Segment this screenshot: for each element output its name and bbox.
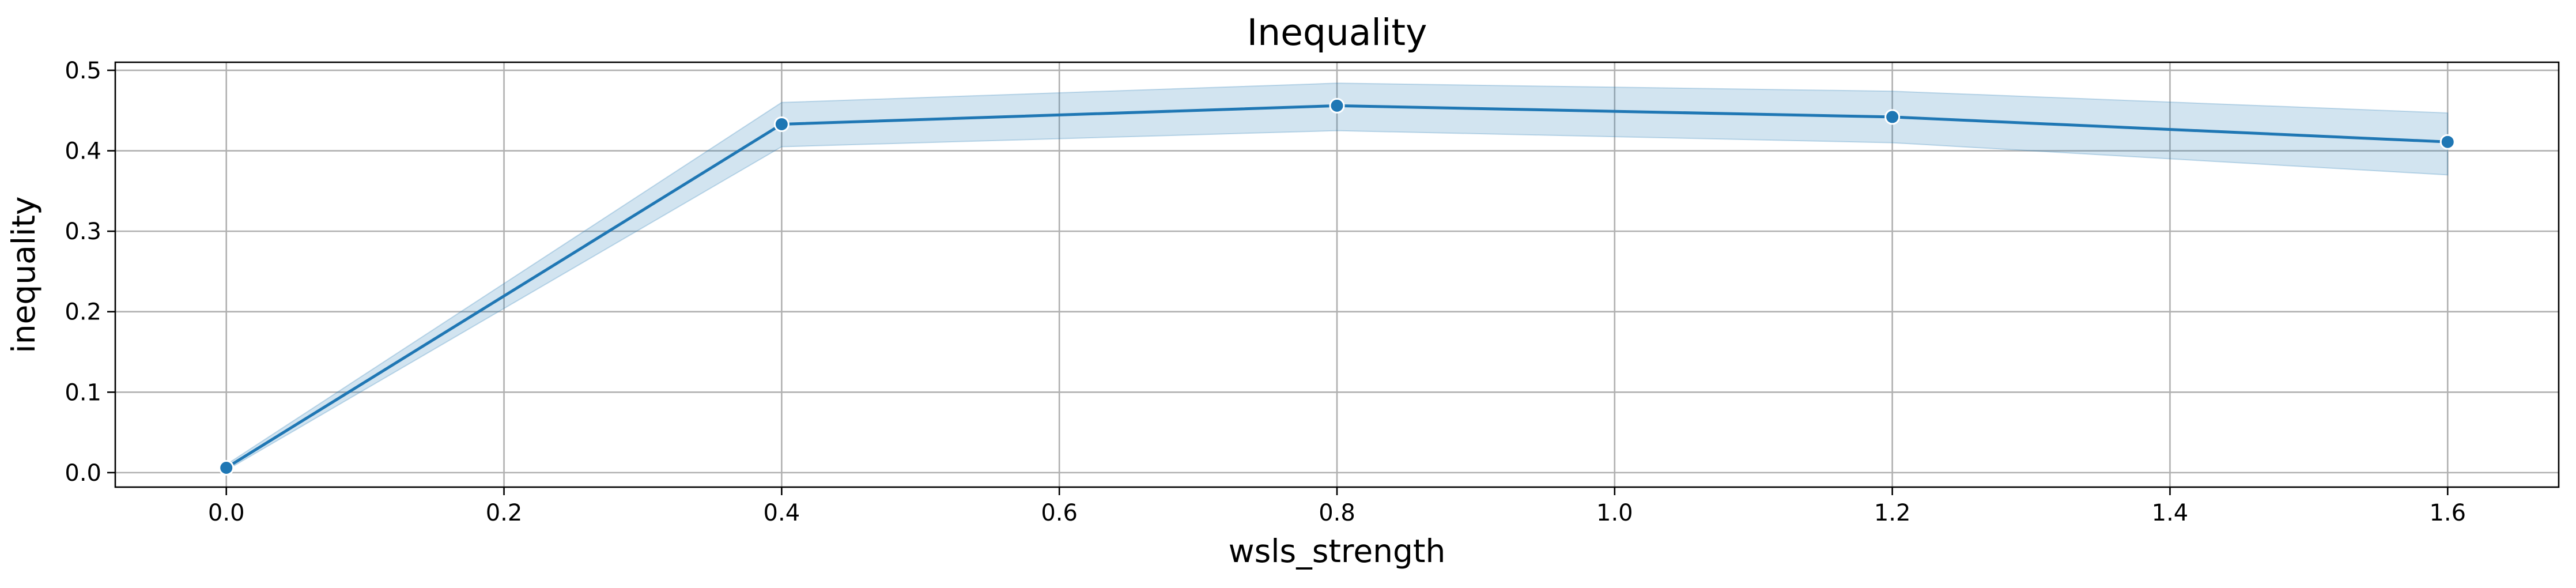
x-tick-label: 0.8 bbox=[1319, 500, 1355, 526]
x-tick-label: 1.6 bbox=[2429, 500, 2466, 526]
x-axis-label: wsls_strength bbox=[1229, 533, 1446, 570]
y-tick-label: 0.1 bbox=[65, 379, 101, 406]
grid bbox=[115, 62, 2559, 487]
y-tick-label: 0.3 bbox=[65, 218, 101, 245]
x-tick-label: 1.0 bbox=[1596, 500, 1633, 526]
x-tick-label: 0.2 bbox=[486, 500, 523, 526]
chart-title: Inequality bbox=[1247, 12, 1427, 54]
y-axis-ticks: 0.0 0.1 0.2 0.3 0.4 0.5 bbox=[65, 58, 115, 487]
data-point-marker bbox=[218, 460, 235, 476]
y-tick-label: 0.2 bbox=[65, 299, 101, 326]
data-point-marker bbox=[1884, 109, 1901, 125]
data-point-marker bbox=[773, 116, 790, 132]
confidence-band-layer bbox=[225, 82, 2449, 472]
x-tick-label: 0.4 bbox=[764, 500, 800, 526]
data-point-marker bbox=[1329, 97, 1345, 114]
y-tick-label: 0.4 bbox=[65, 138, 101, 165]
y-tick-label: 0.5 bbox=[65, 58, 101, 84]
y-tick-label: 0.0 bbox=[65, 460, 101, 487]
marker-layer bbox=[218, 97, 2456, 476]
y-axis-label: inequality bbox=[5, 196, 42, 353]
x-axis-ticks: 0.0 0.2 0.4 0.6 0.8 1.0 1.2 1.4 1.6 bbox=[208, 487, 2466, 526]
x-tick-label: 0.6 bbox=[1041, 500, 1078, 526]
x-tick-label: 1.2 bbox=[1874, 500, 1911, 526]
data-point-marker bbox=[2439, 134, 2456, 150]
x-tick-label: 1.4 bbox=[2152, 500, 2189, 526]
x-tick-label: 0.0 bbox=[208, 500, 245, 526]
confidence-band bbox=[225, 82, 2449, 472]
